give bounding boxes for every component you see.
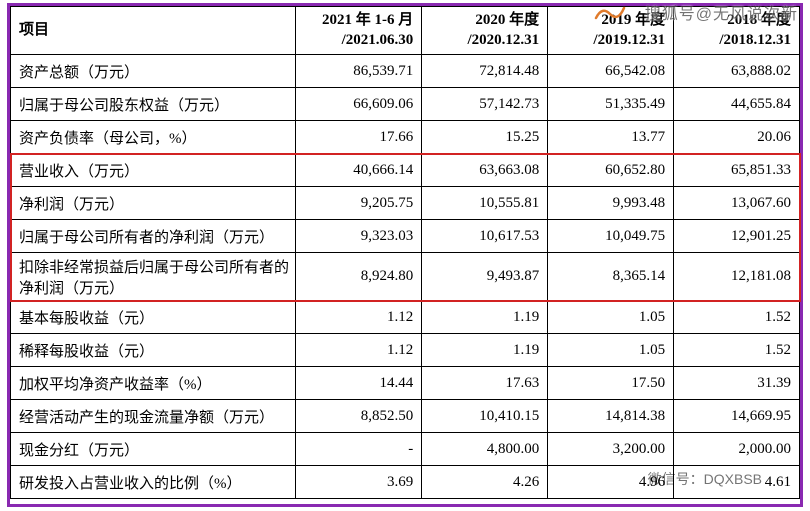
table-screenshot: 项目 2021 年 1-6 月 /2021.06.30 2020 年度 /202… — [0, 0, 810, 511]
purple-highlight-box — [7, 3, 803, 507]
